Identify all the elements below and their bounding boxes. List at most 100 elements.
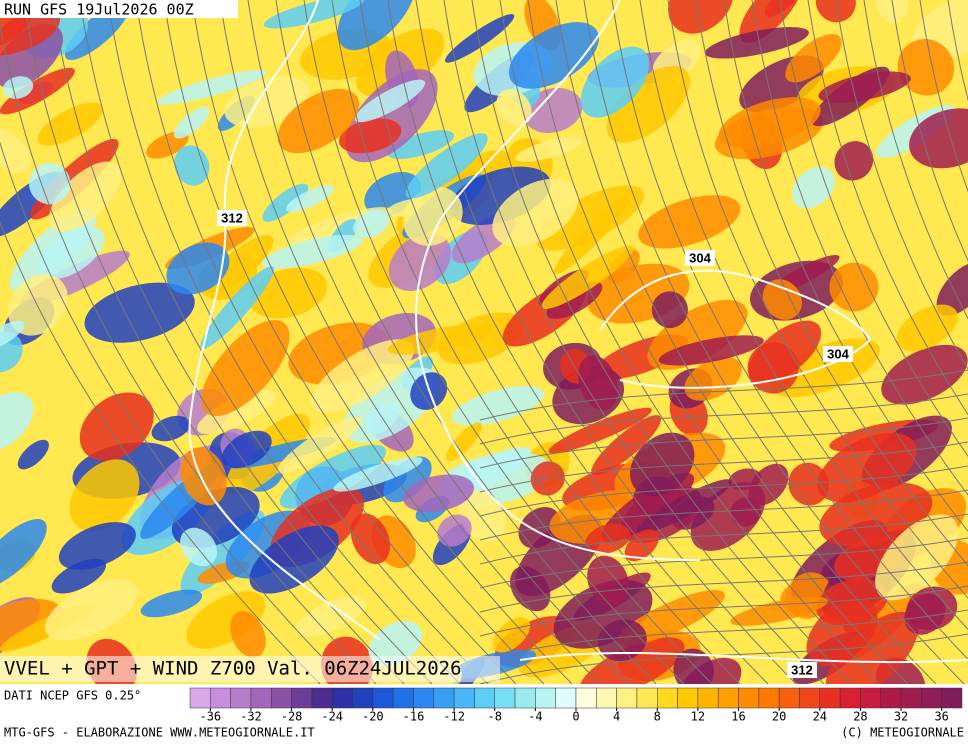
colorbar-swatch [616,687,638,709]
field-blob [704,27,809,59]
field-blob [403,186,463,246]
colorbar-tick-label: 8 [654,710,661,724]
streamline [415,0,797,684]
streamline [331,0,713,684]
colorbar-tick-label: -12 [443,710,465,724]
colorbar-tick-label: -28 [281,710,303,724]
streamline [891,0,968,262]
field-blob [597,619,647,662]
field-blob [0,518,47,588]
field-blob [295,596,366,637]
streamline [247,0,629,684]
streamline [479,489,968,541]
field-blob [897,39,955,96]
field-blob [906,586,958,631]
streamline [479,417,968,469]
colorbar-swatch [575,687,597,709]
field-blob [492,178,579,247]
field-blob [8,274,68,336]
colorbar-swatch [433,687,455,709]
field-blob [277,88,360,154]
field-blob [354,79,426,123]
colorbar-tick-label: 28 [853,710,867,724]
colorbar-swatch [189,687,211,709]
field-blob [337,0,417,51]
field-blob [2,76,34,99]
colorbar-swatch [271,687,292,709]
field-blob [684,356,742,401]
streamline [835,0,968,370]
colorbar-tick-label: -16 [403,710,425,724]
colorbar-tick-label: -32 [240,710,262,724]
colorbar-swatch [799,687,821,709]
contour-label: 304 [827,346,849,361]
field-blob [630,432,695,497]
colorbar-swatch [738,687,760,709]
run-label-box [0,0,238,18]
field-blob [585,523,631,554]
field-blob [338,118,402,154]
field-blob [350,513,391,565]
field-blob [515,136,583,162]
run-label: RUN GFS 19Jul2026 00Z [4,1,194,19]
field-blob [224,76,310,128]
colorbar-swatch [697,687,719,709]
colorbar-swatch [860,687,881,709]
field-blob [668,0,734,34]
colorbar-tick-label: 0 [572,710,579,724]
field-blob [881,344,968,405]
streamline [387,0,769,684]
field-blob [553,196,630,275]
colorbar-swatch [596,687,617,709]
streamline [751,0,968,496]
title-box [0,656,500,682]
colorbar-swatch [392,687,414,709]
colorbar-swatch [250,687,272,709]
streamline [359,0,741,684]
colorbar-swatch [758,687,780,709]
streamline [779,0,968,458]
contour-line [599,269,872,389]
field-blob [718,97,821,148]
streamline [479,609,968,661]
field-blob [874,0,908,24]
colorbar-swatch [372,687,394,709]
streamline [499,0,881,684]
streamline [947,0,968,102]
field-blob [788,462,829,506]
field-blob [606,65,690,143]
contour-line [415,0,701,561]
field-blob [730,497,761,527]
field-blob [37,226,105,280]
colorbar: -36 -32 -28 -24 -20 -16 -12 -8 -4 0 4 8 12 16 20 24 28 32… [189,687,963,724]
field-blob [69,459,140,532]
streamline [23,0,405,684]
field-blob [186,591,266,649]
field-blob [333,456,423,492]
colorbar-swatch [230,687,252,709]
field-blob [79,392,154,462]
streamline [0,221,321,684]
streamline [303,0,685,684]
source-label: DATI NCEP GFS 0.25° [4,689,141,703]
field-blob [548,407,652,454]
contour-label: 312 [791,662,813,677]
field-blob [383,456,432,503]
streamline [479,513,968,565]
field-blob [387,324,492,355]
footer-right: (C) METEOGIORNALE [841,726,964,740]
colorbar-swatch [839,687,861,709]
streamline [79,0,461,684]
colorbar-tick-label: 24 [813,710,827,724]
field-blob [825,611,919,684]
colorbar-swatch [413,687,435,709]
field-blob [607,249,640,284]
streamline [639,0,968,631]
field-blob [764,0,802,17]
field-blob [658,335,764,366]
colorbar-swatch [331,687,353,709]
contour-label-box [787,662,817,678]
colorbar-swatch [778,687,800,709]
